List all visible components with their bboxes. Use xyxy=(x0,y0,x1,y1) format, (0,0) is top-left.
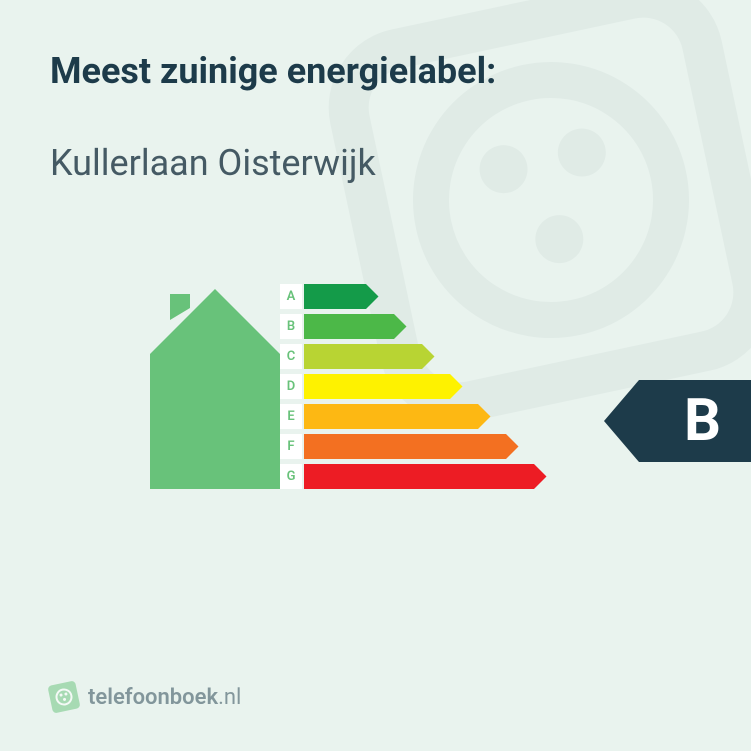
energy-bar-letter-a: A xyxy=(287,289,296,304)
energy-bar-e xyxy=(304,404,491,429)
energy-label-graphic: ABCDEFG xyxy=(150,284,552,499)
brand-name: telefoonboek.nl xyxy=(88,685,241,710)
brand-name-tld: .nl xyxy=(218,685,241,710)
energy-bar-letter-f: F xyxy=(287,439,294,454)
energy-bar-b xyxy=(304,314,407,339)
energy-bar-letter-g: G xyxy=(287,469,296,484)
brand-logo-icon xyxy=(47,680,80,713)
energy-rating-badge: B xyxy=(639,380,751,462)
energy-bar-letter-d: D xyxy=(287,379,295,394)
footer: telefoonboek.nl xyxy=(50,683,701,711)
card-title: Meest zuinige energielabel: xyxy=(50,50,701,92)
energy-bar-f xyxy=(304,434,519,459)
energy-bar-letter-e: E xyxy=(287,409,295,424)
energy-bar-letter-c: C xyxy=(287,349,296,364)
energy-bar-letter-b: B xyxy=(287,319,295,334)
energy-bar-g xyxy=(304,464,547,489)
energy-label-card: Meest zuinige energielabel: Kullerlaan O… xyxy=(0,0,751,751)
energy-bar-a xyxy=(304,284,379,309)
energy-bar-d xyxy=(304,374,463,399)
energy-bar-c xyxy=(304,344,435,369)
card-subtitle: Kullerlaan Oisterwijk xyxy=(50,142,701,184)
brand-name-bold: telefoonboek xyxy=(88,685,218,710)
energy-rating-letter: B xyxy=(684,392,721,450)
